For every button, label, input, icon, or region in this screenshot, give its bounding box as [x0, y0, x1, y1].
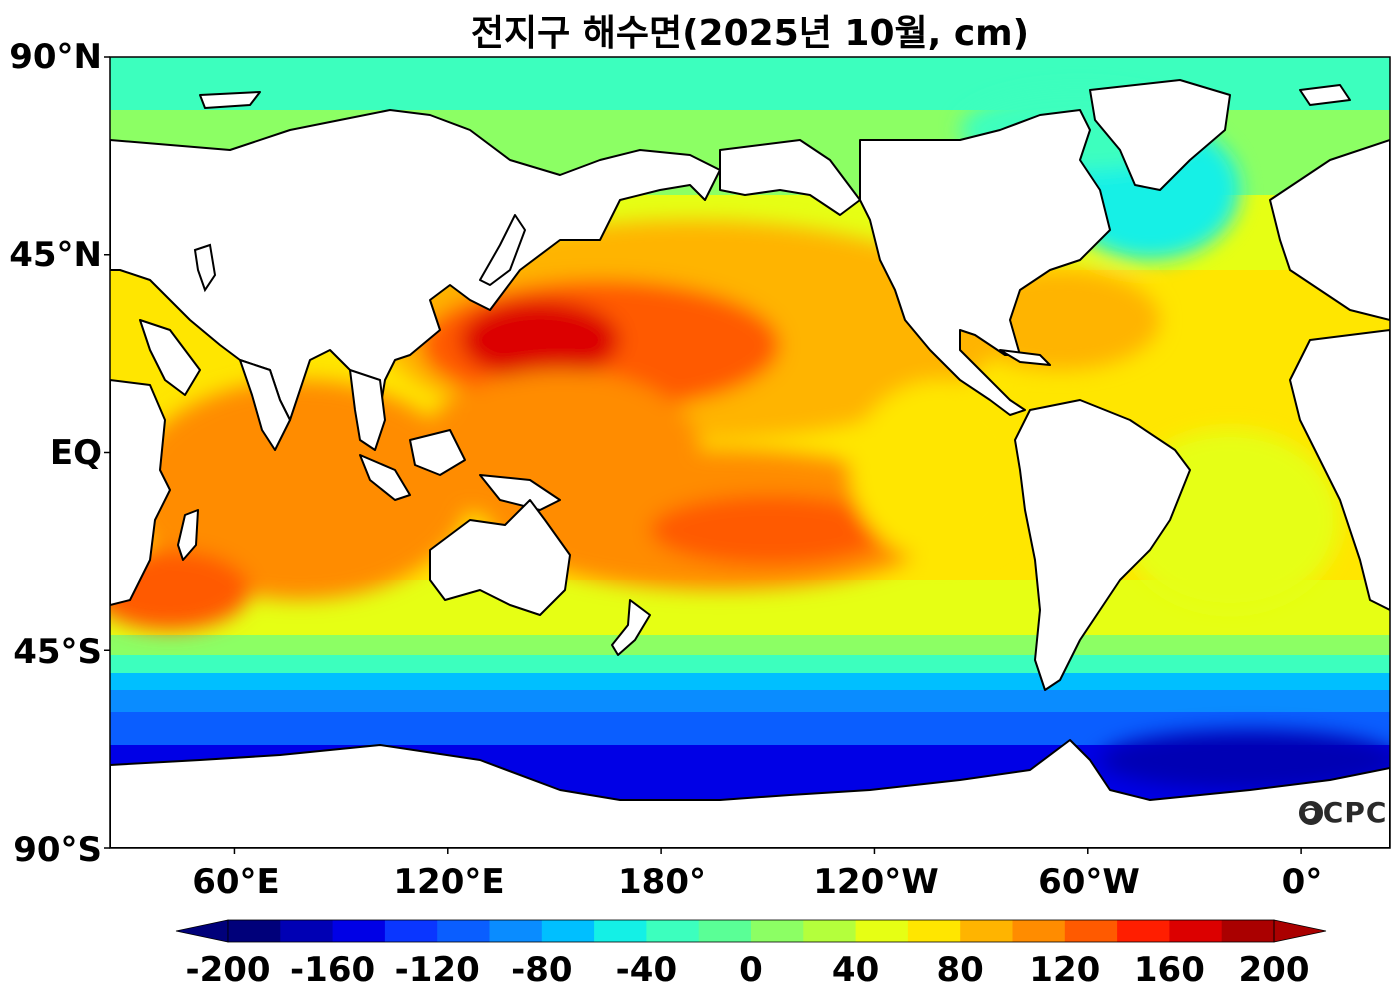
ocpc-logo-icon [1299, 801, 1323, 825]
lon-label-60e: 60°E [192, 862, 280, 902]
lat-label-90s: 90°S [13, 830, 102, 870]
colorbar-swatch [907, 920, 961, 942]
north-america [859, 109, 1111, 416]
colorbar-tick-label: -80 [511, 950, 573, 990]
europe-right [1269, 139, 1390, 321]
lat-label-eq: EQ [49, 433, 102, 473]
sumatra [359, 454, 411, 501]
tick-marks [104, 56, 1302, 854]
colorbar-tick-label: -160 [290, 950, 376, 990]
colorbar-tick-label: 0 [739, 950, 763, 990]
colorbar-swatch [437, 920, 490, 942]
caribbean [999, 349, 1051, 366]
lat-label-45s: 45°S [13, 632, 102, 672]
colorbar-outline [227, 919, 1275, 943]
new-zealand [611, 599, 651, 656]
south-pacific-hot [650, 495, 890, 565]
antarctica [110, 739, 1390, 848]
africa [110, 379, 171, 606]
alaska [719, 139, 861, 216]
colorbar-swatch [960, 920, 1013, 942]
colorbar-tick-label: 40 [831, 950, 880, 990]
colorbar-swatch [1012, 920, 1066, 942]
colorbar-tick-label: 120 [1029, 950, 1101, 990]
greenland [1089, 79, 1231, 191]
colorbar-swatch [1117, 920, 1170, 942]
lat-label-90n: 90°N [9, 37, 102, 77]
colorbar-swatch [541, 920, 595, 942]
colorbar-extend-high [1273, 919, 1327, 943]
colorbar-swatch [855, 920, 909, 942]
south-america [1014, 399, 1191, 691]
colorbar-swatch [489, 920, 543, 942]
new-guinea [479, 474, 561, 511]
colorbar-tick-label: -120 [394, 950, 480, 990]
colorbar-swatch [332, 920, 386, 942]
australia [429, 499, 571, 616]
land [110, 79, 1390, 848]
colorbar-swatch [803, 920, 857, 942]
indochina [349, 369, 386, 451]
map-title: 전지구 해수면(2025년 10월, cm) [470, 13, 1030, 54]
east-pacific-mid [850, 380, 1030, 560]
ocpc-logo: OCPC [1298, 796, 1388, 829]
lon-label-180: 180° [618, 862, 706, 902]
madagascar [177, 509, 199, 561]
colorbar-tick-label: 80 [936, 950, 984, 990]
lon-label-60w: 60°W [1038, 862, 1140, 902]
colorbar-tick-label: 160 [1133, 950, 1205, 990]
colorbar-tick-label: 200 [1238, 950, 1310, 990]
colorbar-extend-low [175, 919, 229, 943]
colorbar-tick-label: -200 [185, 950, 271, 990]
lat-label-45n: 45°N [9, 235, 102, 275]
colorbar-swatch [1169, 920, 1223, 942]
africa-right [1289, 329, 1390, 611]
ocean-field [110, 57, 1390, 848]
borneo [409, 429, 466, 476]
weddell-deep [1100, 730, 1390, 790]
kuroshio-peak [460, 300, 620, 380]
colorbar-swatch [384, 920, 438, 942]
japan [479, 214, 526, 286]
caspian-sea [193, 243, 217, 293]
colorbar-swatch [594, 920, 647, 942]
colorbar-swatch [751, 920, 804, 942]
arabia [139, 319, 201, 396]
colorbar-swatch [280, 920, 334, 942]
arctic-islands [199, 91, 261, 109]
colorbar-swatch [646, 920, 700, 942]
lon-label-120w: 120°W [813, 862, 939, 902]
colorbar-swatch [1064, 920, 1118, 942]
colorbar-swatch [1221, 920, 1275, 942]
lon-label-120e: 120°E [393, 862, 505, 902]
lon-label-0: 0° [1281, 862, 1323, 902]
svalbard [1299, 84, 1351, 106]
ocean-band-southern1 [110, 690, 1390, 715]
colorbar-swatch [228, 920, 281, 942]
ocean-band-south-front3 [110, 673, 1390, 693]
indian-ocean-warm [130, 380, 470, 600]
colorbar-tick-label: -40 [615, 950, 678, 990]
india [239, 359, 291, 451]
colorbar-swatch [698, 920, 752, 942]
colorbar [175, 919, 1327, 943]
